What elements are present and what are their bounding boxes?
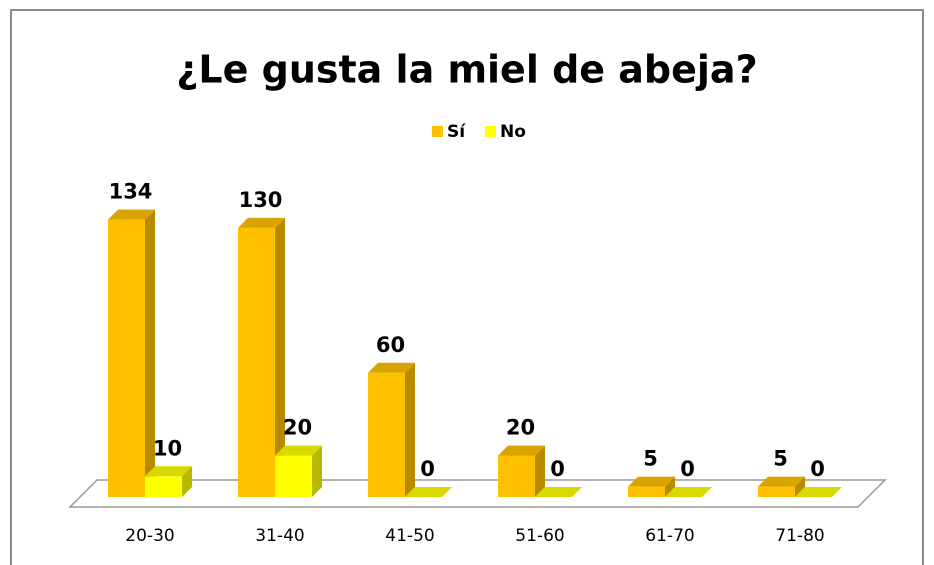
data-label: 60 (376, 333, 405, 357)
data-label: 10 (153, 436, 182, 460)
bar-top (758, 476, 805, 487)
bar-front (108, 219, 145, 497)
bar-side (535, 445, 545, 497)
data-label: 134 (109, 180, 153, 204)
legend-label: No (500, 122, 526, 142)
data-label: 130 (239, 188, 283, 212)
bar-top (275, 445, 322, 456)
legend-swatch (485, 126, 496, 137)
bar-front (628, 486, 665, 497)
data-label: 20 (506, 416, 535, 440)
bar-top (405, 487, 452, 497)
bar-front (275, 455, 312, 497)
bar-top (368, 362, 415, 373)
legend-label: Sí (447, 122, 466, 142)
data-label: 5 (643, 447, 658, 471)
bar-top (108, 209, 155, 220)
legend-swatch (432, 126, 443, 137)
bar-front (238, 227, 275, 497)
bar-top (145, 466, 192, 477)
data-label: 0 (680, 457, 695, 481)
bar-side (275, 217, 285, 497)
chart-title: ¿Le gusta la miel de abeja? (176, 48, 757, 92)
bar-front (498, 455, 535, 497)
data-label: 5 (773, 447, 788, 471)
data-label: 0 (810, 457, 825, 481)
x-tick-label: 41-50 (385, 526, 434, 546)
bar-top (795, 487, 842, 497)
x-tick-label: 51-60 (515, 526, 564, 546)
data-label: 20 (283, 416, 312, 440)
bar-side (795, 476, 805, 497)
bar-top (498, 445, 545, 456)
x-tick-label: 31-40 (255, 526, 304, 546)
bar-side (182, 466, 192, 497)
bar-side (665, 476, 675, 497)
x-tick-label: 20-30 (125, 526, 174, 546)
data-label: 0 (420, 457, 435, 481)
bar-top (628, 476, 675, 487)
bar-front (145, 476, 182, 497)
bar-side (405, 362, 415, 497)
bar-side (145, 209, 155, 497)
bar-side (312, 445, 322, 497)
data-label: 0 (550, 457, 565, 481)
bar-front (368, 372, 405, 497)
bar-top (665, 487, 712, 497)
bar-top (535, 487, 582, 497)
x-tick-label: 61-70 (645, 526, 694, 546)
bar-front (758, 486, 795, 497)
x-tick-label: 71-80 (775, 526, 824, 546)
bar-top (238, 217, 285, 228)
